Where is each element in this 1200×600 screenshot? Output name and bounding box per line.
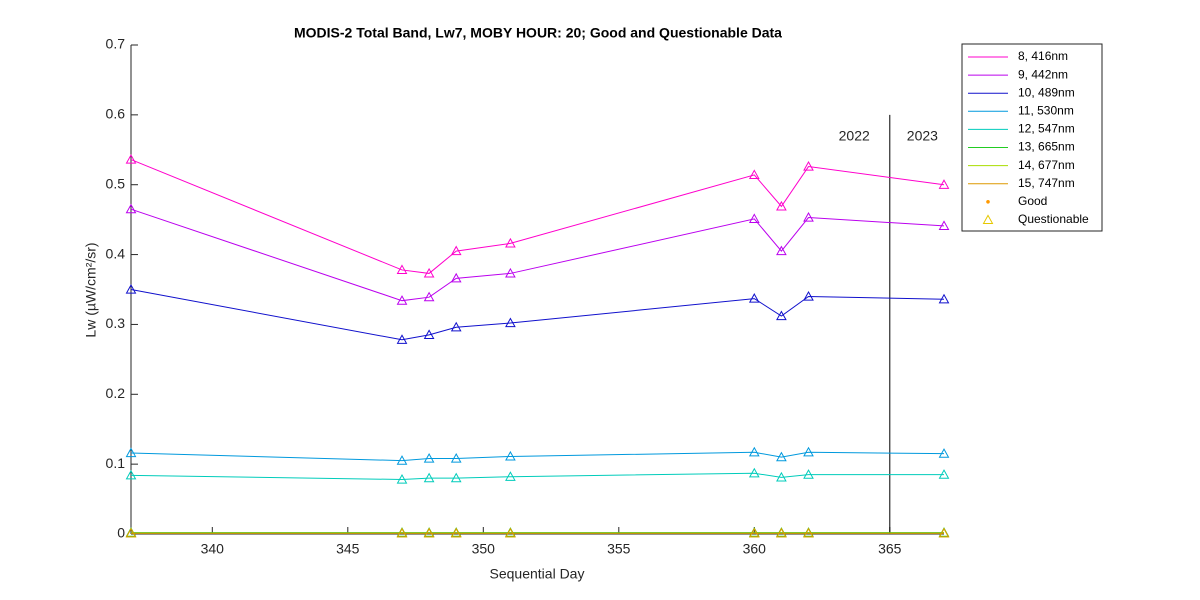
point-marker	[125, 447, 137, 458]
point-marker	[776, 245, 787, 256]
point-marker	[938, 293, 950, 304]
x-tick-label: 350	[472, 541, 496, 557]
point-marker	[125, 203, 137, 214]
y-axis-label: Lw (µW/cm²/sr)	[83, 242, 99, 337]
point-marker	[748, 446, 760, 457]
point-marker	[803, 161, 814, 171]
x-tick-label: 360	[743, 541, 767, 557]
point-marker	[450, 272, 462, 283]
series-line	[130, 159, 945, 274]
point-marker	[423, 329, 435, 340]
point-marker	[505, 450, 516, 461]
legend-label: 13, 665nm	[1018, 140, 1075, 154]
point-marker	[396, 334, 408, 344]
series-line	[130, 208, 945, 302]
y-tick-label: 0	[117, 525, 125, 541]
year-label: 2023	[907, 128, 938, 144]
legend-label: 10, 489nm	[1018, 85, 1075, 99]
point-marker	[938, 469, 950, 479]
point-marker	[803, 290, 814, 301]
point-marker	[803, 527, 814, 538]
legend-label: 14, 677nm	[1018, 158, 1075, 172]
point-marker	[505, 267, 516, 278]
point-marker	[748, 467, 760, 478]
point-marker	[938, 527, 950, 538]
legend-label: 9, 442nm	[1018, 67, 1068, 81]
point-marker	[776, 451, 787, 462]
series-line	[130, 289, 945, 341]
point-marker	[450, 321, 462, 332]
point-marker	[423, 453, 435, 463]
point-marker	[396, 527, 408, 538]
point-marker	[125, 154, 137, 164]
point-marker	[396, 264, 408, 275]
point-marker	[396, 455, 408, 465]
point-marker	[423, 527, 435, 538]
point-marker	[938, 448, 950, 458]
point-marker	[748, 213, 760, 224]
point-marker	[450, 527, 462, 538]
point-marker	[748, 293, 760, 303]
series-line	[130, 472, 944, 481]
x-tick-label: 355	[607, 541, 631, 557]
point-marker	[505, 317, 516, 328]
legend-swatch	[986, 200, 990, 204]
y-tick-label: 0.5	[106, 175, 126, 191]
point-marker	[423, 267, 435, 278]
point-marker	[423, 291, 435, 302]
point-marker	[748, 169, 760, 180]
point-marker	[748, 527, 760, 538]
point-marker	[450, 245, 462, 256]
y-tick-label: 0.7	[106, 36, 126, 52]
legend-label: 11, 530nm	[1018, 103, 1074, 117]
point-marker	[803, 446, 814, 457]
legend-label: 15, 747nm	[1018, 176, 1075, 190]
point-marker	[776, 200, 787, 211]
y-tick-label: 0.4	[106, 245, 126, 261]
legend-label: 8, 416nm	[1018, 49, 1068, 63]
legend-label: Questionable	[1018, 212, 1089, 226]
point-marker	[505, 237, 516, 248]
point-marker	[776, 310, 787, 321]
year-label: 2022	[839, 128, 870, 144]
point-marker	[505, 527, 516, 538]
x-tick-label: 345	[336, 541, 360, 557]
point-marker	[125, 527, 137, 538]
point-marker	[396, 295, 408, 305]
point-marker	[505, 471, 516, 481]
point-marker	[125, 469, 137, 480]
y-tick-label: 0.3	[106, 315, 126, 331]
point-marker	[450, 453, 462, 463]
x-tick-label: 365	[878, 541, 902, 557]
x-tick-label: 340	[201, 541, 225, 557]
point-marker	[396, 473, 408, 484]
point-marker	[450, 472, 462, 483]
y-tick-label: 0.2	[106, 385, 126, 401]
point-marker	[776, 527, 787, 538]
legend-label: Good	[1018, 194, 1047, 208]
point-marker	[938, 220, 950, 231]
point-marker	[938, 179, 950, 189]
y-tick-label: 0.6	[106, 106, 126, 122]
point-marker	[803, 469, 814, 479]
legend-swatch	[982, 214, 994, 224]
y-tick-label: 0.1	[106, 455, 126, 471]
legend-label: 12, 547nm	[1018, 122, 1075, 136]
point-marker	[423, 472, 435, 483]
series-line	[130, 451, 945, 462]
point-marker	[125, 283, 137, 294]
chart-title: MODIS-2 Total Band, Lw7, MOBY HOUR: 20; …	[294, 25, 782, 41]
point-marker	[803, 212, 814, 222]
x-axis-label: Sequential Day	[490, 566, 585, 582]
point-marker	[776, 471, 787, 482]
